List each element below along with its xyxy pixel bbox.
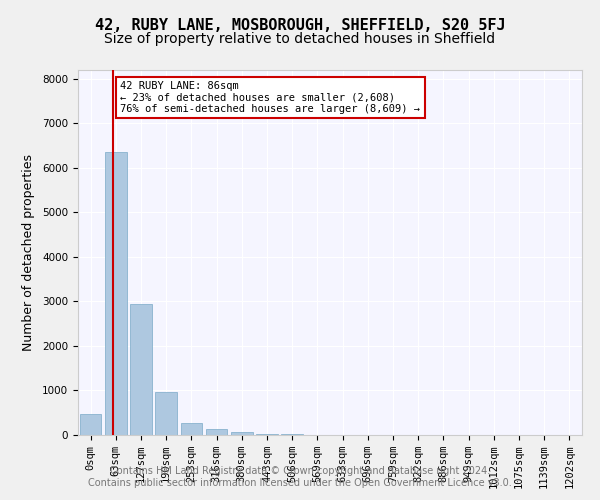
Bar [155,392,177,435]
Bar [281,434,303,435]
Bar [130,304,152,435]
Bar [206,429,227,435]
Text: Size of property relative to detached houses in Sheffield: Size of property relative to detached ho… [104,32,496,46]
Bar [231,432,253,435]
Bar [256,434,278,435]
Text: 42 RUBY LANE: 86sqm
← 23% of detached houses are smaller (2,608)
76% of semi-det: 42 RUBY LANE: 86sqm ← 23% of detached ho… [121,81,421,114]
Bar [80,414,101,435]
Bar [181,423,202,435]
Text: 42, RUBY LANE, MOSBOROUGH, SHEFFIELD, S20 5FJ: 42, RUBY LANE, MOSBOROUGH, SHEFFIELD, S2… [95,18,505,32]
Y-axis label: Number of detached properties: Number of detached properties [22,154,35,351]
Text: Contains HM Land Registry data © Crown copyright and database right 2024.
Contai: Contains HM Land Registry data © Crown c… [88,466,512,487]
Bar [105,152,127,435]
